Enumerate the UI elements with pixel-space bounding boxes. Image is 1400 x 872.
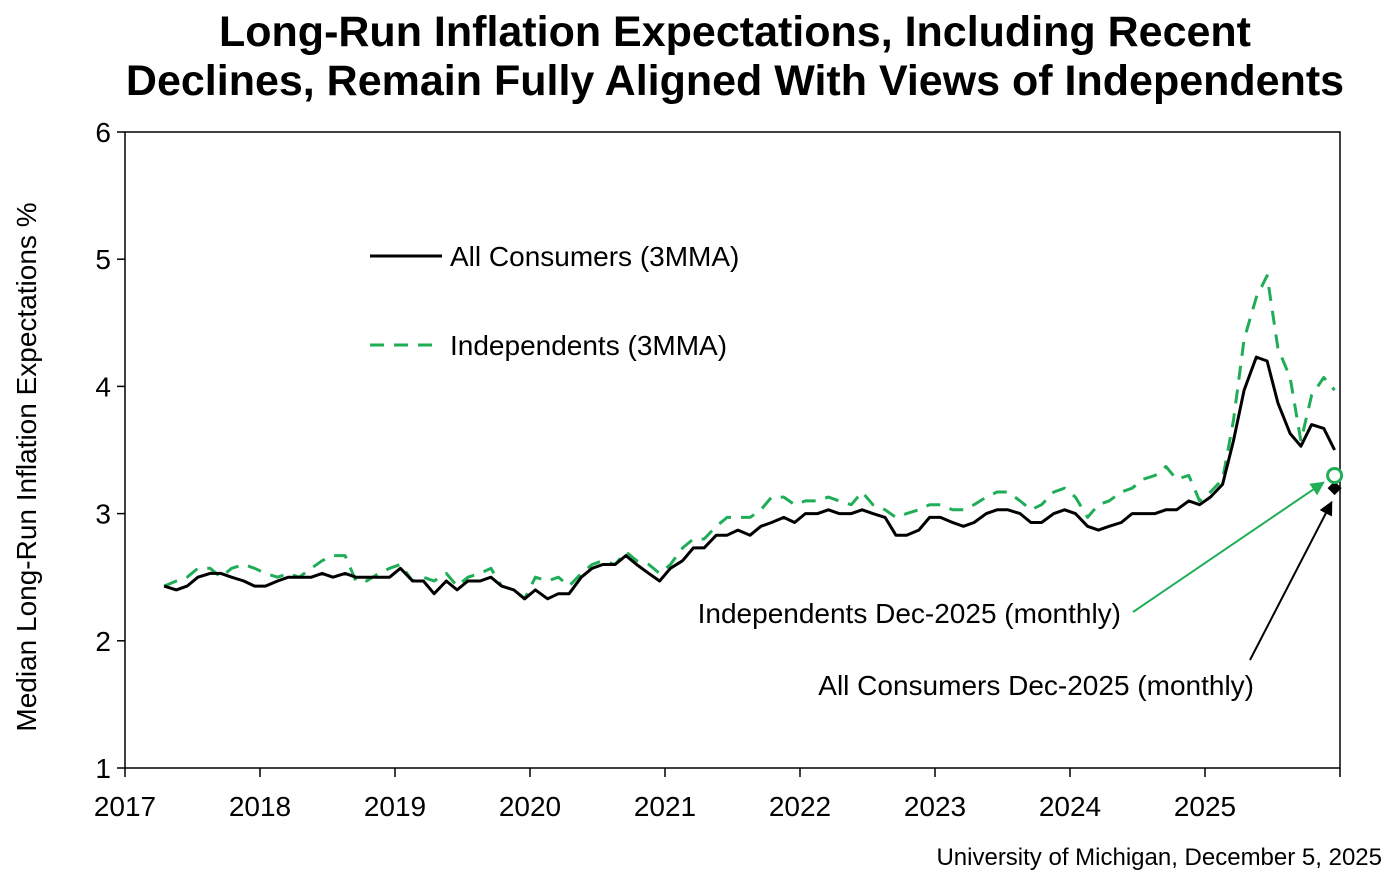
arrow-independents [1132, 481, 1325, 613]
legend: All Consumers (3MMA) Independents (3MMA) [370, 241, 739, 361]
chart-title-line-1: Long-Run Inflation Expectations, Includi… [219, 8, 1251, 56]
plot-frame [124, 131, 1341, 769]
legend-label-all-consumers: All Consumers (3MMA) [450, 241, 739, 272]
series-line-all-consumers [163, 355, 1336, 601]
y-tick-label: 5 [95, 244, 111, 275]
series-line-independents [163, 274, 1336, 601]
arrow-all-consumers [1249, 500, 1333, 661]
y-axis-label: Median Long-Run Inflation Expectations % [11, 202, 42, 731]
chart-title-line-2: Declines, Remain Fully Aligned With View… [125, 57, 1345, 105]
legend-label-independents: Independents (3MMA) [450, 330, 727, 361]
y-tick-label: 2 [95, 626, 111, 657]
chart-title: Long-Run Inflation Expectations, Includi… [0, 8, 1400, 106]
x-tick-label: 2019 [364, 791, 426, 822]
x-tick-label: 2018 [229, 791, 291, 822]
x-tick-label: 2025 [1174, 791, 1236, 822]
x-tick-label: 2020 [499, 791, 561, 822]
annotation-independents-monthly: Independents Dec-2025 (monthly) [698, 598, 1121, 629]
source-note: University of Michigan, December 5, 2025 [936, 844, 1382, 871]
y-tick-label: 6 [95, 117, 111, 148]
x-tick-label: 2023 [904, 791, 966, 822]
y-tick-label: 3 [95, 499, 111, 530]
x-tick-label: 2022 [769, 791, 831, 822]
x-tick-label: 2017 [94, 791, 156, 822]
y-tick-label: 4 [95, 371, 111, 402]
marker-all-consumers-monthly [1327, 481, 1342, 496]
y-tick-label: 1 [95, 753, 111, 784]
x-tick-label: 2024 [1039, 791, 1101, 822]
marker-independents-monthly [1326, 466, 1344, 484]
x-tick-label: 2021 [634, 791, 696, 822]
annotation-all-consumers-monthly: All Consumers Dec-2025 (monthly) [818, 670, 1254, 701]
